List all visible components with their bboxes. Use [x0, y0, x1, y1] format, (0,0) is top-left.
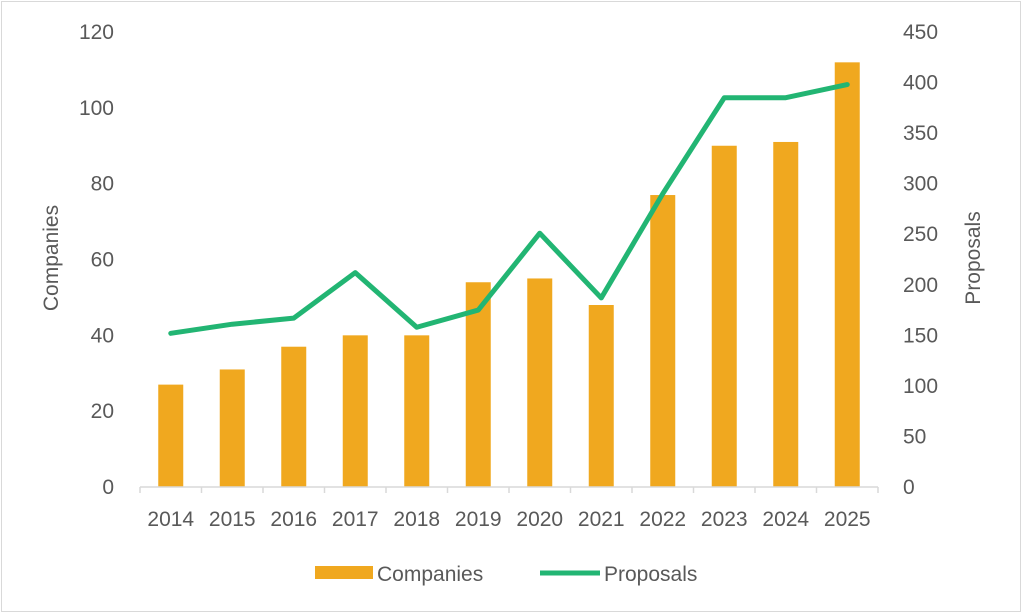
y-tick-label: 120 [79, 21, 114, 44]
bars-group [158, 62, 860, 488]
legend-label-proposals: Proposals [604, 563, 697, 586]
y-axis-left-ticks: 0 20 40 60 80 100 120 [79, 21, 114, 499]
bar-2018 [404, 335, 430, 487]
line-group [168, 82, 850, 336]
y-tick-label: 60 [91, 249, 114, 272]
x-axis [139, 486, 879, 493]
x-axis-ticks: 2014 2015 2016 2017 2018 2019 2020 2021 2022 2023… [147, 508, 870, 531]
bar-2024 [773, 141, 799, 488]
x-tick-label: 2014 [147, 508, 194, 531]
y2-tick-label: 400 [903, 72, 938, 95]
y-axis-right-ticks: 0 50 100 150 200 250 300 350 400 450 [903, 21, 938, 499]
x-tick-label: 2015 [209, 508, 256, 531]
x-tick-label: 2023 [701, 508, 748, 531]
x-tick-label: 2025 [824, 508, 871, 531]
y2-tick-label: 200 [903, 274, 938, 297]
bar-2016 [281, 346, 307, 487]
y-tick-label: 100 [79, 97, 114, 120]
bar-2020 [527, 278, 553, 487]
x-tick-label: 2022 [639, 508, 686, 531]
y-axis-left-title: Companies [40, 205, 63, 311]
y2-tick-label: 450 [903, 21, 938, 44]
bar-2014 [158, 384, 184, 487]
y-tick-label: 80 [91, 173, 114, 196]
y2-tick-label: 350 [903, 122, 938, 145]
bar-2025 [834, 62, 860, 487]
bar-2017 [342, 335, 368, 487]
bar-2021 [588, 305, 614, 487]
legend-label-companies: Companies [377, 563, 483, 586]
y-tick-label: 0 [102, 476, 114, 499]
bar-2023 [711, 145, 737, 487]
x-tick-label: 2018 [393, 508, 440, 531]
bar-2022 [650, 195, 676, 487]
y-tick-label: 40 [91, 324, 114, 347]
x-tick-label: 2021 [578, 508, 625, 531]
y2-tick-label: 150 [903, 324, 938, 347]
y-axis-right-title: Proposals [962, 211, 985, 304]
y2-tick-label: 0 [903, 476, 915, 499]
x-tick-label: 2024 [762, 508, 809, 531]
bar-2015 [219, 369, 245, 487]
x-tick-label: 2020 [516, 508, 563, 531]
x-tick-label: 2016 [270, 508, 317, 531]
y2-tick-label: 250 [903, 223, 938, 246]
legend: Companies Proposals [315, 563, 697, 586]
bar-2019 [465, 282, 491, 487]
y2-tick-label: 100 [903, 375, 938, 398]
y2-tick-label: 50 [903, 425, 926, 448]
y2-tick-label: 300 [903, 173, 938, 196]
x-tick-label: 2017 [332, 508, 379, 531]
legend-swatch-companies [315, 566, 373, 579]
y-tick-label: 20 [91, 400, 114, 423]
line-proposals [168, 82, 850, 336]
x-tick-label: 2019 [455, 508, 502, 531]
